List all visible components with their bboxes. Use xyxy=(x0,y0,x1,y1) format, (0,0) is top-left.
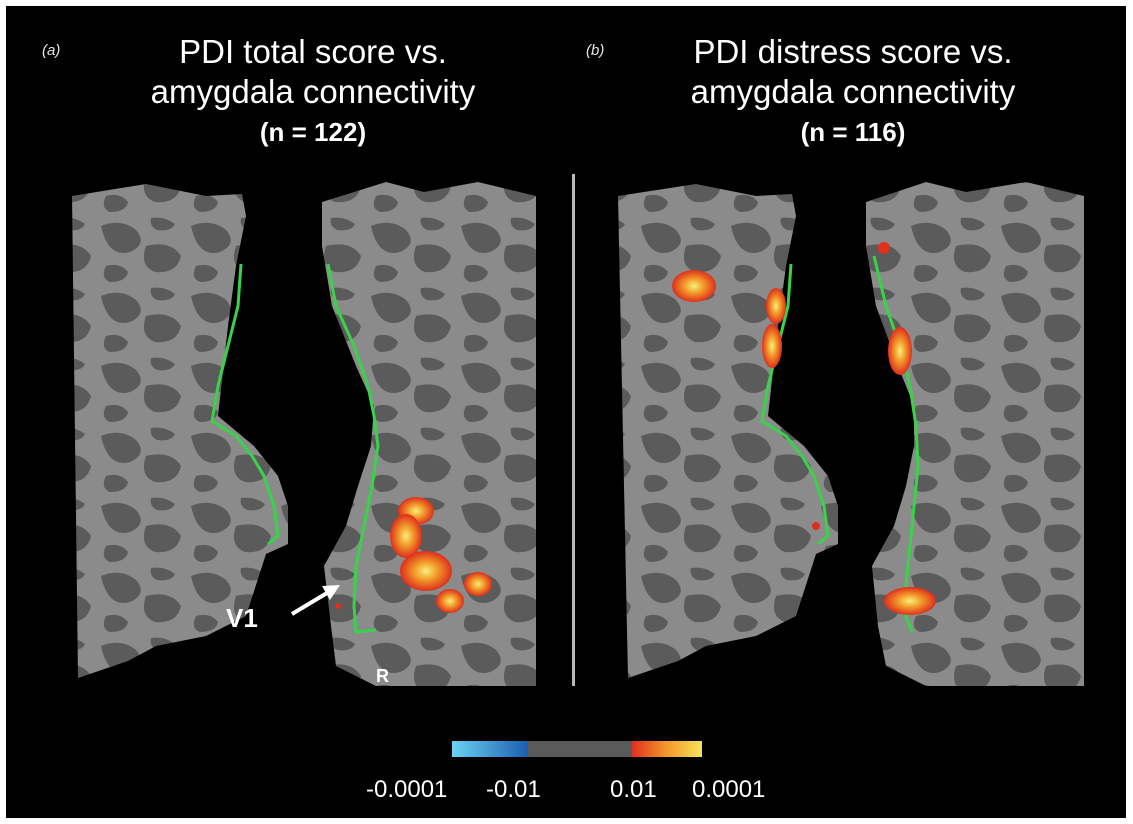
colorbar-tick-3: 0.01 xyxy=(610,776,657,803)
v1-label: V1 xyxy=(226,603,258,633)
v1-boundary-a-left xyxy=(210,263,280,546)
colorbar-tick-4: 0.0001 xyxy=(692,776,766,803)
panel-b-sample-size: (n = 116) xyxy=(800,117,906,147)
panel-b-title-line2: amygdala connectivity xyxy=(690,73,1016,110)
cortical-maps xyxy=(72,182,1084,686)
colorbar-neutral xyxy=(528,741,632,757)
panel-b-label: (b) xyxy=(586,42,605,59)
figure: (a) PDI total score vs. amygdala connect… xyxy=(6,6,1126,818)
surface-b-left xyxy=(618,184,838,678)
panel-b-title: PDI distress score vs. amygdala connecti… xyxy=(638,32,1068,152)
colorbar-tick-2: -0.01 xyxy=(486,776,541,803)
colorbar-tick-1: -0.0001 xyxy=(366,776,448,803)
panel-a-title: PDI total score vs. amygdala connectivit… xyxy=(98,32,528,152)
colorbar xyxy=(452,741,702,757)
hemisphere-label: R xyxy=(376,666,389,686)
v1-arrow-icon xyxy=(290,585,340,616)
surface-a-right xyxy=(322,182,536,686)
v1-boundary-a-right xyxy=(326,263,380,634)
activation-b-left xyxy=(672,270,820,530)
panel-divider xyxy=(572,174,575,686)
panel-b-title-line1: PDI distress score vs. xyxy=(693,33,1013,70)
surface-b-right xyxy=(866,182,1084,686)
activation-a xyxy=(335,497,492,613)
panel-a-title-line1: PDI total score vs. xyxy=(179,33,447,70)
colorbar-negative xyxy=(452,741,528,757)
v1-boundary-b-left xyxy=(760,263,830,546)
panel-a-label: (a) xyxy=(42,42,61,59)
surface-a-left xyxy=(72,184,288,678)
colorbar-positive xyxy=(632,741,702,757)
panel-a-sample-size: (n = 122) xyxy=(259,117,367,147)
activation-b-right xyxy=(878,242,936,615)
panel-a-title-line2: amygdala connectivity xyxy=(150,73,476,110)
